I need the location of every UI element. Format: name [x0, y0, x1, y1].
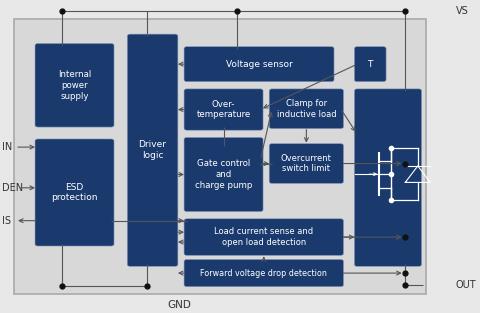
- Text: DEN: DEN: [2, 183, 24, 193]
- FancyBboxPatch shape: [184, 137, 263, 212]
- Text: T: T: [368, 60, 373, 69]
- Text: Driver
logic: Driver logic: [139, 140, 167, 160]
- FancyBboxPatch shape: [184, 259, 344, 287]
- FancyBboxPatch shape: [184, 219, 344, 255]
- FancyBboxPatch shape: [269, 89, 344, 129]
- FancyBboxPatch shape: [269, 144, 344, 183]
- Text: Forward voltage drop detection: Forward voltage drop detection: [200, 269, 327, 278]
- Text: VS: VS: [456, 6, 468, 16]
- Text: Load current sense and
open load detection: Load current sense and open load detecti…: [214, 227, 313, 247]
- FancyBboxPatch shape: [354, 47, 386, 82]
- FancyBboxPatch shape: [184, 47, 334, 82]
- FancyBboxPatch shape: [35, 44, 114, 127]
- Text: IS: IS: [2, 216, 12, 226]
- FancyBboxPatch shape: [354, 89, 421, 266]
- Text: IN: IN: [2, 142, 12, 152]
- FancyBboxPatch shape: [184, 89, 263, 130]
- Text: Clamp for
inductive load: Clamp for inductive load: [276, 99, 336, 119]
- FancyBboxPatch shape: [35, 139, 114, 246]
- Text: Gate control
and
charge pump: Gate control and charge pump: [195, 159, 252, 190]
- Text: Over-
temperature: Over- temperature: [196, 100, 251, 120]
- Text: Overcurrent
switch limit: Overcurrent switch limit: [281, 154, 332, 173]
- Text: Voltage sensor: Voltage sensor: [226, 60, 292, 69]
- FancyBboxPatch shape: [14, 19, 426, 294]
- Text: Internal
power
supply: Internal power supply: [58, 70, 91, 100]
- Text: ESD
protection: ESD protection: [51, 182, 98, 203]
- FancyBboxPatch shape: [127, 34, 178, 266]
- Text: GND: GND: [168, 300, 192, 310]
- Text: OUT: OUT: [456, 280, 476, 290]
